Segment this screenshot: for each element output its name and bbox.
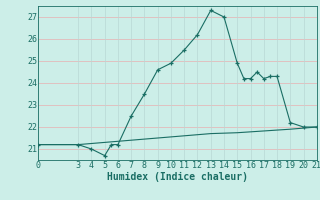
X-axis label: Humidex (Indice chaleur): Humidex (Indice chaleur) — [107, 172, 248, 182]
